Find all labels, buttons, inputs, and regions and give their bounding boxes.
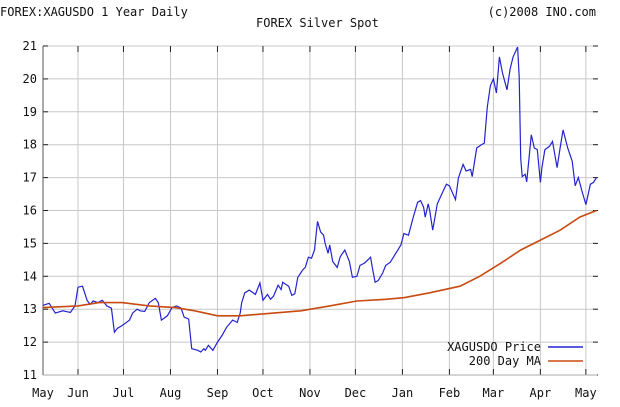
- x-tick-label: Oct: [252, 386, 274, 400]
- y-tick-label: 20: [23, 72, 37, 86]
- x-tick-label: Nov: [299, 386, 321, 400]
- x-tick-label: Aug: [160, 386, 182, 400]
- legend-label: 200 Day MA: [469, 354, 542, 368]
- series-lines: [42, 46, 598, 353]
- y-tick-label: 21: [23, 39, 37, 53]
- x-tick-label: Dec: [345, 386, 367, 400]
- price-line: [42, 46, 598, 353]
- copyright-text: (c)2008 INO.com: [487, 5, 596, 19]
- y-tick-label: 16: [23, 204, 37, 218]
- x-tick-label: Jan: [392, 386, 414, 400]
- y-tick-label: 14: [23, 269, 37, 283]
- x-tick-label: Sep: [207, 386, 229, 400]
- grid: [43, 45, 597, 376]
- axes: 11 12 13 14 15 16 17 18 19 20 21 May Jun Jul Aug Sep Oct…: [23, 39, 598, 400]
- x-tick-label: Apr: [530, 386, 552, 400]
- symbol-title: FOREX:XAGUSDO 1 Year Daily: [0, 5, 188, 19]
- x-tick-label: Jul: [113, 386, 135, 400]
- x-tick-label: May: [32, 386, 54, 400]
- y-tick-label: 11: [23, 368, 37, 382]
- moving-average-line: [43, 209, 597, 317]
- x-tick-label: Mar: [483, 386, 505, 400]
- chart-title: FOREX Silver Spot: [256, 16, 379, 30]
- y-tick-label: 13: [23, 302, 37, 316]
- y-tick-label: 19: [23, 105, 37, 119]
- y-tick-label: 12: [23, 335, 37, 349]
- y-tick-label: 15: [23, 236, 37, 250]
- x-tick-label: May: [575, 386, 597, 400]
- legend-label: XAGUSDO Price: [447, 340, 541, 354]
- x-tick-label: Jun: [67, 386, 89, 400]
- y-tick-label: 17: [23, 171, 37, 185]
- x-tick-label: Feb: [439, 386, 461, 400]
- y-tick-label: 18: [23, 138, 37, 152]
